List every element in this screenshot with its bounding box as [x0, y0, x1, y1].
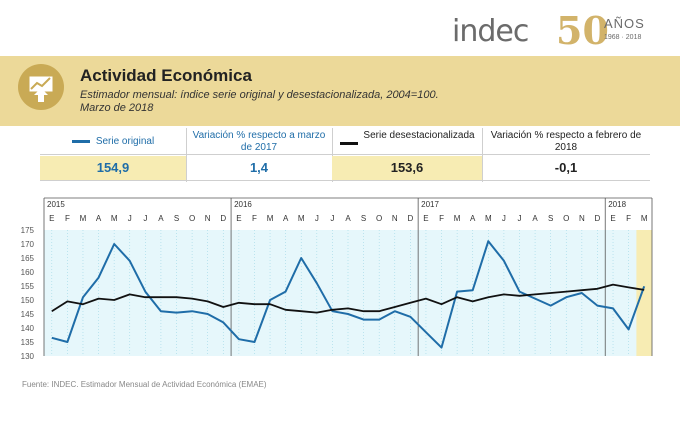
- growth-chart-icon: [18, 64, 64, 110]
- month-tick-label: M: [454, 214, 461, 223]
- month-tick-label: N: [205, 214, 211, 223]
- current-month-highlight: [636, 230, 652, 356]
- month-tick-label: M: [267, 214, 274, 223]
- month-tick-label: J: [315, 214, 319, 223]
- brand-name: indec: [452, 14, 529, 49]
- sa-legend-swatch: [340, 142, 358, 145]
- title-banner: Actividad Económica Estimador mensual: í…: [0, 56, 680, 126]
- month-tick-label: A: [470, 214, 476, 223]
- month-tick-label: O: [376, 214, 382, 223]
- y-tick-label: 130: [21, 352, 35, 361]
- month-tick-label: F: [252, 214, 257, 223]
- month-tick-label: E: [49, 214, 54, 223]
- month-tick-label: D: [220, 214, 226, 223]
- kpi-original-label: Serie original: [95, 136, 155, 147]
- month-tick-label: M: [641, 214, 648, 223]
- kpi-var-year-label: Variación % respecto a marzo de 2017: [192, 130, 326, 153]
- y-tick-label: 140: [21, 324, 35, 333]
- kpi-strip: Serie original 154,9 Variación % respect…: [40, 128, 650, 182]
- kpi-sa: Serie desestacionalizada 153,6: [332, 128, 483, 182]
- month-tick-label: N: [579, 214, 585, 223]
- kpi-divider-top: [40, 154, 650, 155]
- brand-anos: AÑOS: [604, 16, 645, 31]
- month-tick-label: O: [189, 214, 195, 223]
- month-tick-label: M: [111, 214, 118, 223]
- kpi-sa-value: 153,6: [332, 156, 482, 180]
- page-title: Actividad Económica: [80, 66, 252, 85]
- original-legend-swatch: [71, 139, 90, 143]
- month-tick-label: A: [158, 214, 164, 223]
- month-tick-label: A: [96, 214, 102, 223]
- series-sa-line: [51, 283, 645, 314]
- y-tick-label: 160: [21, 268, 35, 277]
- kpi-divider-bottom: [40, 180, 650, 181]
- y-tick-label: 150: [21, 296, 35, 305]
- month-tick-label: M: [485, 214, 492, 223]
- kpi-original-value: 154,9: [40, 156, 186, 180]
- month-tick-label: J: [330, 214, 334, 223]
- month-tick-label: O: [563, 214, 569, 223]
- kpi-var-month: Variación % respecto a febrero de 2018 -…: [482, 128, 650, 182]
- month-tick-label: M: [298, 214, 305, 223]
- month-tick-label: J: [143, 214, 147, 223]
- month-tick-label: A: [283, 214, 289, 223]
- month-tick-label: E: [423, 214, 428, 223]
- month-tick-label: E: [610, 214, 615, 223]
- y-tick-label: 155: [21, 282, 35, 291]
- page-subtitle: Estimador mensual: índice serie original…: [80, 89, 439, 114]
- month-tick-label: S: [361, 214, 366, 223]
- month-tick-label: D: [407, 214, 413, 223]
- kpi-var-month-label: Variación % respecto a febrero de 2018: [490, 130, 642, 153]
- year-label: 2016: [234, 200, 252, 209]
- year-label: 2017: [421, 200, 439, 209]
- year-label: 2015: [47, 200, 65, 209]
- brand-years: 1968 · 2018: [604, 34, 642, 41]
- month-tick-label: F: [439, 214, 444, 223]
- series-original-line: [51, 240, 646, 349]
- month-tick-label: N: [392, 214, 398, 223]
- month-tick-label: M: [80, 214, 87, 223]
- kpi-sa-label: Serie desestacionalizada: [363, 130, 475, 141]
- year-label: 2018: [608, 200, 626, 209]
- y-tick-label: 165: [21, 254, 35, 263]
- source-note: Fuente: INDEC. Estimador Mensual de Acti…: [22, 380, 267, 389]
- month-tick-label: J: [128, 214, 132, 223]
- kpi-var-month-value: -0,1: [554, 160, 578, 175]
- month-tick-label: J: [517, 214, 521, 223]
- y-tick-label: 175: [21, 226, 35, 235]
- y-tick-label: 145: [21, 310, 35, 319]
- month-tick-label: A: [345, 214, 351, 223]
- month-tick-label: F: [626, 214, 631, 223]
- kpi-var-year-value: 1,4: [249, 160, 269, 175]
- month-tick-label: J: [502, 214, 506, 223]
- month-tick-label: D: [595, 214, 601, 223]
- month-tick-label: E: [236, 214, 241, 223]
- brand-anniversary: 50: [556, 8, 609, 53]
- month-tick-label: S: [548, 214, 553, 223]
- y-tick-label: 170: [21, 240, 35, 249]
- kpi-var-year: Variación % respecto a marzo de 2017 1,4: [186, 128, 333, 182]
- kpi-original: Serie original 154,9: [40, 128, 187, 182]
- y-tick-label: 135: [21, 338, 35, 347]
- month-tick-label: F: [65, 214, 70, 223]
- indec-logo: indec 50 AÑOS 1968 · 2018: [452, 8, 662, 53]
- month-tick-label: A: [532, 214, 538, 223]
- month-tick-label: S: [174, 214, 179, 223]
